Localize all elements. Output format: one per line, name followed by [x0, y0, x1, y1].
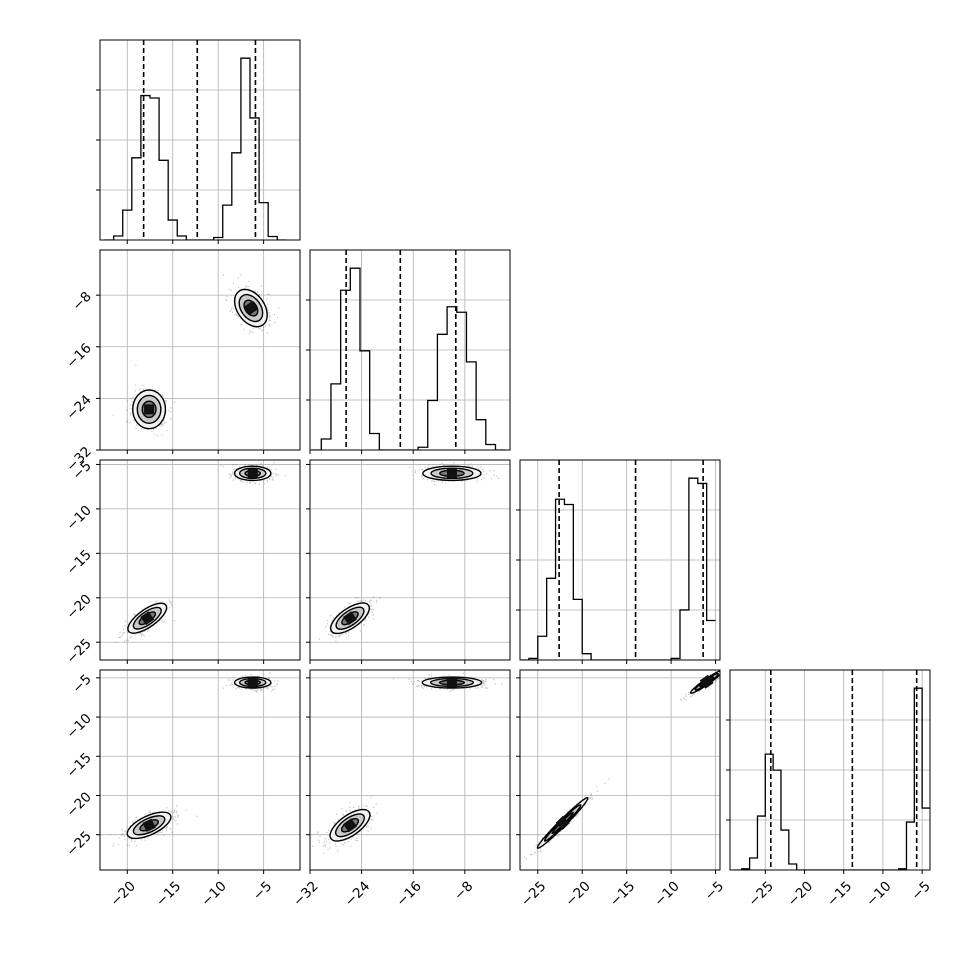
panel-frame	[729, 669, 931, 871]
density-peak	[699, 674, 714, 689]
histogram-step	[311, 267, 506, 450]
histogram-panel-2	[516, 459, 721, 664]
scatter-layer	[115, 462, 286, 643]
density-peak	[343, 818, 357, 833]
panel-frame	[309, 249, 511, 451]
density-peak	[140, 611, 155, 626]
density-peak	[446, 468, 457, 479]
scatter-layer	[520, 670, 720, 867]
scatter-layer	[318, 462, 499, 642]
density-peak	[243, 301, 258, 316]
histogram-panel-0	[96, 39, 301, 244]
histogram-step	[733, 687, 930, 870]
scatter-panel-2-1	[306, 459, 511, 664]
panel-frame	[99, 39, 301, 241]
panel-frame	[309, 459, 511, 661]
scatter-panel-3-0: −20 −15 −10 −5−25−20−15−10−5	[63, 669, 301, 910]
histogram-step	[104, 57, 287, 240]
density-peak	[142, 818, 156, 832]
panel-frame	[99, 459, 301, 661]
scatter-layer	[109, 672, 279, 847]
density-peak	[446, 677, 457, 688]
panel-frame	[309, 669, 511, 871]
scatter-layer	[312, 672, 503, 854]
histogram-panel-1	[306, 249, 511, 454]
panel-frame	[99, 669, 301, 871]
density-peak	[343, 611, 357, 626]
panel-frame	[99, 249, 301, 451]
panel-frame	[519, 669, 721, 871]
scatter-layer	[112, 274, 280, 437]
density-peak	[144, 404, 155, 415]
panel-frame	[519, 459, 721, 661]
scatter-panel-3-1: −32 −24 −16 −8	[290, 669, 511, 910]
density-peak	[247, 468, 258, 479]
histogram-step	[520, 477, 716, 660]
density-peak	[247, 677, 258, 688]
density-peak	[555, 815, 570, 831]
